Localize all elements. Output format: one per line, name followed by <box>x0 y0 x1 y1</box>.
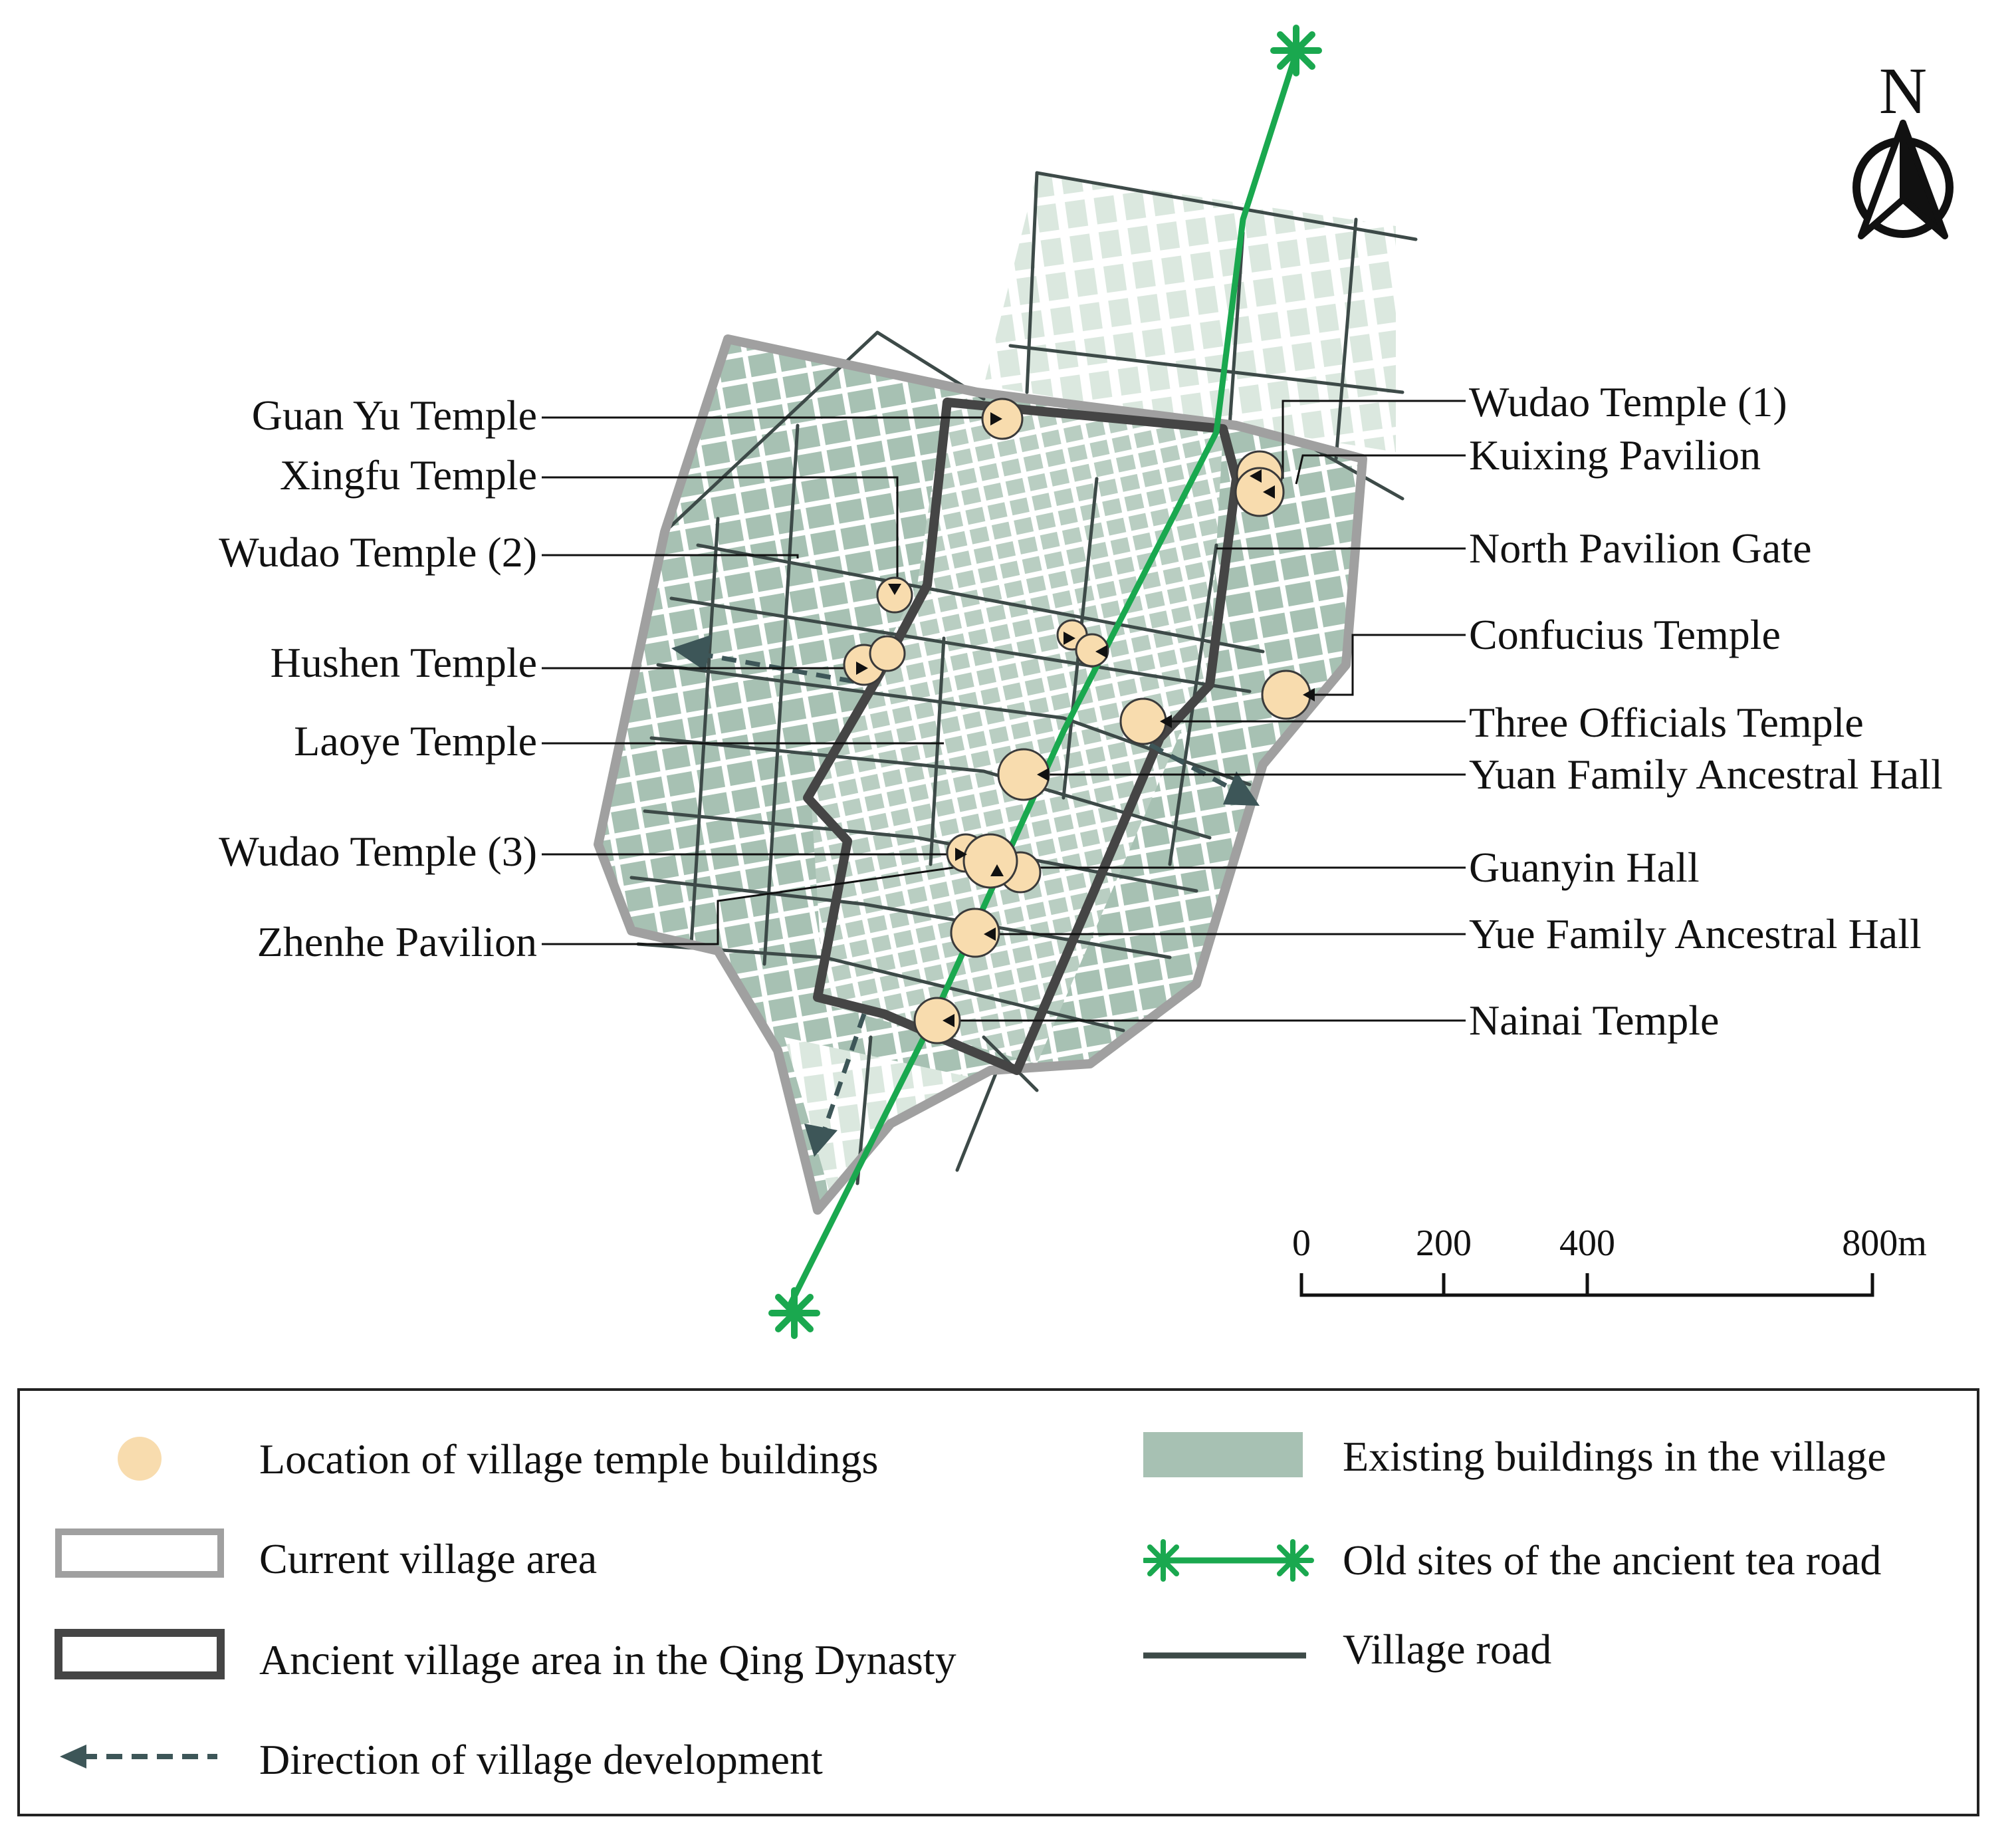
marker-wudao-temple-2 <box>869 635 906 672</box>
legend-ancient-area-label: Ancient village area in the Qing Dynasty <box>259 1636 956 1683</box>
legend-current-area-label: Current village area <box>259 1535 598 1582</box>
scale-tick-400: 400 <box>1559 1223 1615 1264</box>
scale-bar: 0 200 400 800m <box>1292 1223 1927 1297</box>
legend-development-label: Direction of village development <box>259 1736 823 1783</box>
tea-road-north-site-icon <box>1270 25 1322 76</box>
marker-nainai-temple <box>913 997 961 1044</box>
legend-tea-road-symbol-icon <box>1143 1539 1314 1582</box>
marker-three-officials-temple <box>1119 697 1167 745</box>
north-letter: N <box>1879 54 1927 128</box>
label-nainai-temple: Nainai Temple <box>1469 997 1719 1044</box>
label-wudao-temple-2: Wudao Temple (2) <box>219 529 537 576</box>
legend: Location of village temple buildings Cur… <box>17 1388 1979 1816</box>
label-zhenhe-pavilion: Zhenhe Pavilion <box>257 918 537 965</box>
leader-arrowheads <box>856 412 1315 1027</box>
label-yue-family-ancestral-hall: Yue Family Ancestral Hall <box>1469 910 1922 957</box>
temple-labels: Guan Yu Temple Xingfu Temple Wudao Templ… <box>219 378 1942 1044</box>
label-wudao-temple-3: Wudao Temple (3) <box>219 828 537 875</box>
label-north-pavilion-gate: North Pavilion Gate <box>1469 525 1811 572</box>
legend-temple-label: Location of village temple buildings <box>259 1435 879 1483</box>
marker-laoye-temple <box>1075 633 1109 668</box>
ancient-tea-road <box>768 25 1322 1339</box>
scale-tick-800m: 800m <box>1842 1223 1927 1264</box>
label-laoye-temple: Laoye Temple <box>294 717 537 765</box>
legend-village-road-symbol-icon <box>1143 1652 1306 1659</box>
label-xingfu-temple: Xingfu Temple <box>280 451 537 499</box>
scale-tick-0: 0 <box>1292 1223 1311 1264</box>
legend-village-road-label: Village road <box>1343 1626 1552 1673</box>
marker-kuixing-pavilion <box>1234 467 1285 517</box>
legend-temple-symbol-icon <box>118 1437 162 1481</box>
label-hushen-temple: Hushen Temple <box>271 639 537 686</box>
compass-needle-left-icon <box>1858 120 1906 239</box>
label-guanyin-hall: Guanyin Hall <box>1469 844 1700 891</box>
legend-buildings-label: Existing buildings in the village <box>1343 1433 1886 1480</box>
label-yuan-family-ancestral-hall: Yuan Family Ancestral Hall <box>1469 751 1943 798</box>
north-arrow: N <box>1852 54 1954 239</box>
marker-guanyin-hall <box>962 833 1018 889</box>
current-village-boundary <box>594 334 1367 1215</box>
label-confucius-temple: Confucius Temple <box>1469 611 1781 658</box>
label-kuixing-pavilion: Kuixing Pavilion <box>1469 431 1761 479</box>
label-wudao-temple-1: Wudao Temple (1) <box>1469 378 1787 426</box>
scale-tick-200: 200 <box>1416 1223 1472 1264</box>
development-arrow-east-icon <box>1223 771 1260 806</box>
label-guan-yu-temple: Guan Yu Temple <box>252 392 537 439</box>
development-arrow-south-icon <box>804 1124 838 1157</box>
legend-current-area-symbol-icon <box>55 1528 224 1578</box>
label-three-officials-temple: Three Officials Temple <box>1469 699 1864 746</box>
development-arrow-west-icon <box>671 635 711 672</box>
marker-yue-family-ancestral-hall <box>950 908 1000 958</box>
compass-needle-right-icon <box>1900 120 1948 239</box>
leader-lines <box>542 400 1466 1022</box>
legend-development-arrow-icon <box>60 1745 217 1769</box>
tea-road-south-site-icon <box>768 1287 820 1339</box>
legend-ancient-area-symbol-icon <box>55 1629 225 1679</box>
legend-buildings-symbol-icon <box>1143 1432 1303 1477</box>
legend-tea-road-label: Old sites of the ancient tea road <box>1343 1536 1882 1584</box>
